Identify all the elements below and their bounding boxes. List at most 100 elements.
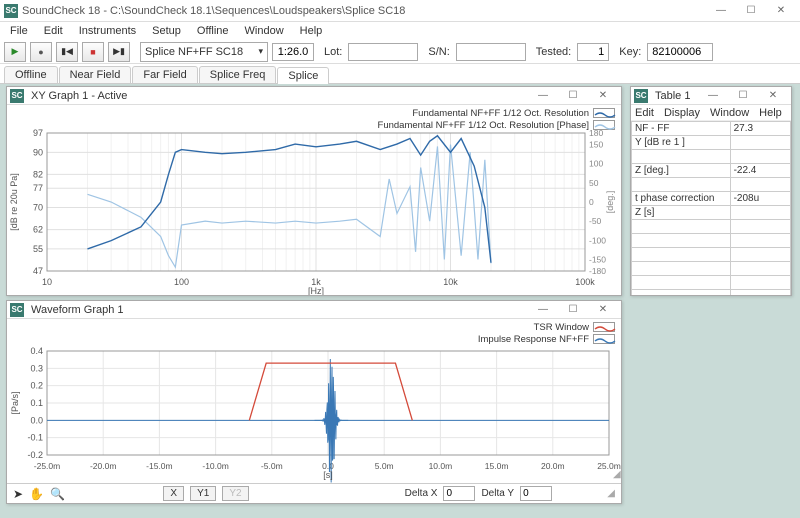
tab-splice-freq[interactable]: Splice Freq [199, 66, 277, 83]
tab-far-field[interactable]: Far Field [132, 66, 197, 83]
table-menu-edit[interactable]: Edit [635, 107, 654, 119]
table-cell[interactable] [632, 178, 731, 192]
sn-input[interactable] [456, 43, 526, 61]
table-cell[interactable] [730, 290, 790, 296]
table-cell[interactable] [730, 136, 790, 150]
table-cell[interactable] [730, 150, 790, 164]
table-cell[interactable] [632, 220, 731, 234]
main-toolbar: ▶ ● ▮◀ ■ ▶▮ Splice NF+FF SC18 ▾ Lot: S/N… [0, 40, 800, 64]
xy-chart[interactable]: 101001k10k100k4755627077829097-180-150-1… [7, 105, 621, 295]
table-close-button[interactable]: ✕ [758, 87, 788, 105]
svg-text:-100: -100 [589, 235, 606, 245]
xy-graph-titlebar[interactable]: SC XY Graph 1 - Active — ☐ ✕ [7, 87, 621, 105]
waveform-titlebar[interactable]: SC Waveform Graph 1 — ☐ ✕ [7, 301, 621, 319]
menu-help[interactable]: Help [292, 24, 331, 38]
elapsed-time[interactable] [272, 43, 314, 61]
table-cell[interactable] [632, 262, 731, 276]
table-cell[interactable] [632, 150, 731, 164]
wave-chart[interactable]: -25.0m-20.0m-15.0m-10.0m-5.0m0.05.0m10.0… [7, 319, 621, 483]
window-icon: SC [634, 89, 648, 103]
table-menu-display[interactable]: Display [664, 107, 700, 119]
minimize-button[interactable]: — [706, 2, 736, 20]
tested-input[interactable] [577, 43, 609, 61]
axis-x-button[interactable]: X [163, 486, 184, 501]
table-menu-help[interactable]: Help [759, 107, 782, 119]
lot-input[interactable] [348, 43, 418, 61]
stop-button[interactable]: ■ [82, 42, 104, 62]
pointer-tool-icon[interactable]: ➤ [13, 487, 23, 501]
lot-label: Lot: [324, 46, 342, 58]
table-cell[interactable] [730, 234, 790, 248]
wave-minimize-button[interactable]: — [528, 301, 558, 319]
axis-y2-button[interactable]: Y2 [222, 486, 248, 501]
data-table[interactable]: NF - FF27.3Y [dB re 1 ] Z [deg.]-22.4 t ph… [631, 121, 791, 295]
wave-maximize-button[interactable]: ☐ [558, 301, 588, 319]
table-cell[interactable] [632, 248, 731, 262]
table-cell[interactable] [632, 276, 731, 290]
sequence-select[interactable]: Splice NF+FF SC18 ▾ [140, 42, 268, 62]
maximize-button[interactable]: ☐ [736, 2, 766, 20]
run-button[interactable]: ▶ [4, 42, 26, 62]
table-titlebar[interactable]: SC Table 1 — ☐ ✕ [631, 87, 791, 105]
delta-y-input[interactable] [520, 486, 552, 501]
wave-close-button[interactable]: ✕ [588, 301, 618, 319]
record-button[interactable]: ● [30, 42, 52, 62]
menu-file[interactable]: File [2, 24, 36, 38]
axis-y1-button[interactable]: Y1 [190, 486, 216, 501]
table-minimize-button[interactable]: — [698, 87, 728, 105]
xy-minimize-button[interactable]: — [528, 87, 558, 105]
window-icon: SC [10, 89, 24, 103]
pan-tool-icon[interactable]: ✋ [29, 487, 44, 501]
table-cell[interactable] [632, 290, 731, 296]
table-cell[interactable]: NF - FF [632, 122, 731, 136]
table-cell[interactable] [730, 276, 790, 290]
step-back-button[interactable]: ▮◀ [56, 42, 78, 62]
xy-close-button[interactable]: ✕ [588, 87, 618, 105]
table-cell[interactable] [730, 248, 790, 262]
svg-text:-0.1: -0.1 [27, 433, 43, 443]
main-menu: File Edit Instruments Setup Offline Wind… [0, 22, 800, 40]
app-title-bar: SC SoundCheck 18 - C:\SoundCheck 18.1\Se… [0, 0, 800, 22]
xy-maximize-button[interactable]: ☐ [558, 87, 588, 105]
menu-window[interactable]: Window [237, 24, 292, 38]
menu-instruments[interactable]: Instruments [71, 24, 144, 38]
table-cell[interactable] [632, 234, 731, 248]
tab-offline[interactable]: Offline [4, 66, 58, 83]
svg-text:[Pa/s]: [Pa/s] [10, 391, 20, 414]
key-input[interactable] [647, 43, 713, 61]
table-cell[interactable] [730, 262, 790, 276]
step-fwd-button[interactable]: ▶▮ [108, 42, 130, 62]
tab-splice[interactable]: Splice [277, 67, 329, 84]
table-cell[interactable] [730, 220, 790, 234]
delta-x-input[interactable] [443, 486, 475, 501]
table-cell[interactable]: 27.3 [730, 122, 790, 136]
svg-text:0.4: 0.4 [30, 346, 43, 356]
table-cell[interactable]: t phase correction [632, 192, 731, 206]
table-cell[interactable] [730, 178, 790, 192]
table-cell[interactable]: Y [dB re 1 ] [632, 136, 731, 150]
table-window: SC Table 1 — ☐ ✕ Edit Display Window Hel… [630, 86, 792, 296]
svg-text:0.2: 0.2 [30, 381, 43, 391]
menu-edit[interactable]: Edit [36, 24, 71, 38]
svg-text:20.0m: 20.0m [541, 461, 565, 471]
tab-near-field[interactable]: Near Field [59, 66, 132, 83]
close-button[interactable]: ✕ [766, 2, 796, 20]
table-cell[interactable]: Z [deg.] [632, 164, 731, 178]
svg-text:100: 100 [589, 159, 603, 169]
menu-setup[interactable]: Setup [144, 24, 189, 38]
table-cell[interactable]: -22.4 [730, 164, 790, 178]
svg-text:-150: -150 [589, 255, 606, 265]
menu-offline[interactable]: Offline [189, 24, 237, 38]
svg-text:100: 100 [174, 277, 189, 287]
svg-text:150: 150 [589, 140, 603, 150]
svg-text:0.1: 0.1 [30, 398, 43, 408]
table-cell[interactable] [730, 206, 790, 220]
zoom-tool-icon[interactable]: 🔍 [50, 487, 65, 501]
table-maximize-button[interactable]: ☐ [728, 87, 758, 105]
table-menu-window[interactable]: Window [710, 107, 749, 119]
svg-text:100k: 100k [575, 277, 595, 287]
table-cell[interactable]: Z [s] [632, 206, 731, 220]
table-cell[interactable]: -208u [730, 192, 790, 206]
resize-grip-icon[interactable]: ◢ [607, 488, 615, 499]
xy-graph-title: XY Graph 1 - Active [31, 90, 528, 102]
